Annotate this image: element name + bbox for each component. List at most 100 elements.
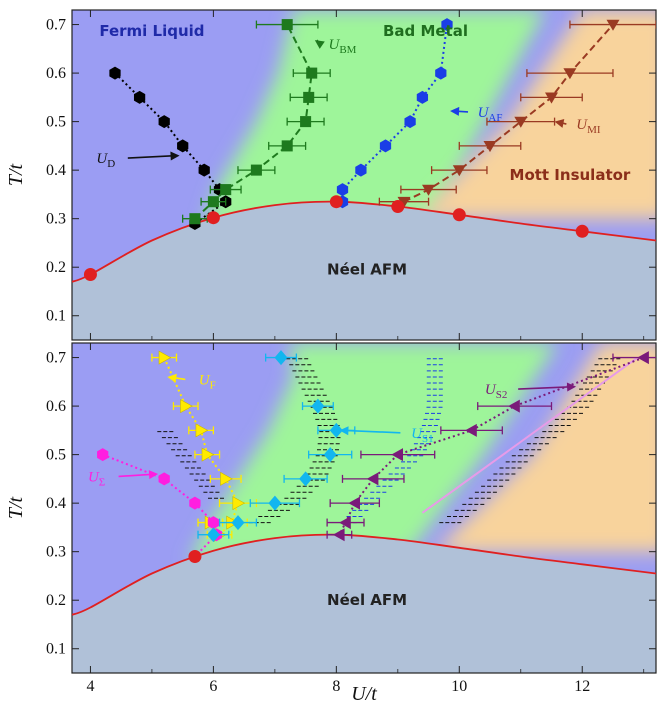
annotation-arrow-line [127,154,178,159]
data-point [158,115,170,129]
y-tick-label: 0.5 [46,114,66,131]
data-point [465,423,477,437]
neel-point [206,211,220,225]
data-point [189,496,201,510]
data-point [336,183,349,197]
data-point [220,184,232,196]
data-point [379,139,392,153]
data-point [545,92,558,104]
series-u-bm [182,19,331,225]
data-point [97,448,109,462]
annotation-u-s1: US1 [339,426,434,445]
data-point [452,165,466,177]
data-point [180,399,193,414]
x-tick-label: 12 [574,678,590,695]
data-point [220,471,233,486]
data-point [232,496,246,511]
x-tick-label: 8 [332,678,340,695]
annotation-arrowhead [148,470,159,480]
neel-point [83,267,97,281]
data-point [195,423,209,438]
annotation-u-: UΣ [88,469,159,488]
data-point [250,164,262,176]
spectral-hatching [157,358,623,524]
annotation-arrowhead [167,373,177,383]
annotation-arrowhead [170,151,180,161]
series-line [338,356,645,536]
data-point [207,196,219,208]
y-axis-label: T/t [5,163,27,186]
data-point [606,19,620,31]
data-point [404,115,416,129]
data-point [303,91,315,103]
data-point [391,448,403,462]
data-point [133,90,146,104]
data-point [329,422,343,438]
annotation-u-d: UD [96,151,180,170]
data-point [366,472,379,486]
data-point [231,515,245,531]
annotation-label: UMI [576,117,601,136]
guide-line [421,356,639,514]
data-point [397,196,411,208]
data-point [281,140,293,152]
data-point [306,67,318,79]
phase-regions [72,343,656,673]
data-point [435,66,447,80]
data-point [109,66,121,80]
x-axis-label: U/t [351,683,377,705]
annotation-arrowhead [314,40,325,49]
annotation-arrowhead [339,426,349,436]
annotation-arrowhead [450,106,460,116]
y-tick-label: 0.3 [46,544,66,561]
data-point [483,141,497,153]
data-point [332,528,345,542]
data-point [514,116,528,128]
data-point [416,90,429,104]
y-tick-label: 0.5 [46,447,66,464]
data-point [274,350,288,366]
data-point [201,447,215,462]
y-axis-label: T/t [5,496,27,519]
data-point [299,471,313,487]
y-tick-label: 0.4 [46,162,66,179]
data-point [300,116,312,128]
phase-regions [72,10,656,340]
y-tick-label: 0.6 [46,398,66,415]
series-line [194,24,313,220]
neel-point [329,195,343,209]
neel-point [188,550,202,564]
annotation-arrow-line [341,429,401,434]
data-point [348,496,360,510]
bad-metal-region [188,343,558,562]
annotation-label: UBM [328,37,356,56]
data-point [177,139,189,153]
top-panel: 0.1 0.2 0.3 0.4 0.5 0.6 0.7 T/t Fermi Liquid Bad … [5,9,657,341]
x-tick-label: 10 [451,678,467,695]
series-line [163,357,240,537]
data-point [268,495,282,511]
y-tick-label: 0.4 [46,495,66,512]
annotation-label: US2 [485,382,507,401]
annotation-arrowhead [554,119,565,128]
series-u-af [336,18,453,209]
data-point [281,19,293,31]
data-point [508,399,520,413]
data-point [189,213,201,225]
annotation-label: US1 [411,426,433,445]
data-point [637,351,649,365]
y-tick-label: 0.1 [46,641,66,658]
bottom-panel: 0.1 0.2 0.3 0.4 0.5 0.6 0.7 4 6 8 10 12 T/t Néel AFM U… [5,342,657,695]
data-point [441,18,453,32]
data-point [323,447,337,463]
annotation-label: UD [96,151,115,170]
annotation-u-f: UF [167,372,216,391]
data-point [422,184,435,196]
plot-area [72,350,656,616]
axes-frame [71,342,657,674]
region-label-fermi-liquid: Fermi Liquid [99,22,204,40]
y-tick-label: 0.7 [46,350,66,367]
annotation-u-s2: US2 [485,382,577,401]
x-tick-label: 6 [209,678,217,695]
annotation-arrowhead [566,382,577,392]
